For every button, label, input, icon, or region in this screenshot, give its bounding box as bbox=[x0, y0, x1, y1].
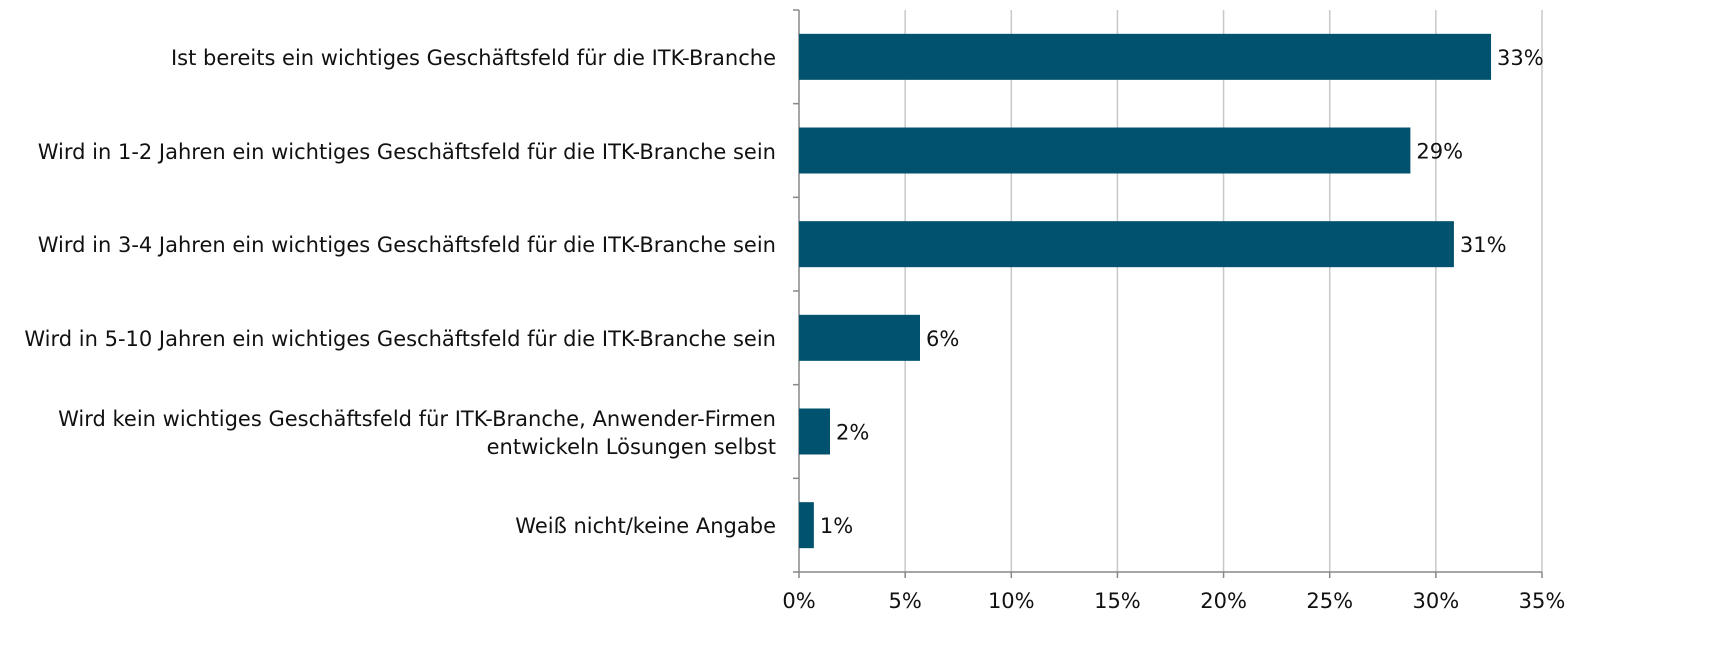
category-label: Wird in 5-10 Jahren ein wichtiges Geschä… bbox=[24, 326, 776, 351]
bar bbox=[799, 221, 1454, 268]
x-tick-label: 20% bbox=[1200, 589, 1247, 613]
value-label: 31% bbox=[1460, 233, 1507, 257]
bar bbox=[799, 314, 921, 361]
x-tick-label: 30% bbox=[1413, 589, 1460, 613]
bar bbox=[799, 408, 830, 455]
category-label: Weiß nicht/keine Angabe bbox=[515, 514, 776, 539]
category-label: Wird kein wichtiges Geschäftsfeld für IT… bbox=[58, 406, 776, 459]
x-tick-label: 5% bbox=[888, 589, 921, 613]
x-tick-label: 0% bbox=[782, 589, 815, 613]
x-tick-label: 35% bbox=[1519, 589, 1566, 613]
value-label: 2% bbox=[836, 421, 869, 445]
value-label: 1% bbox=[820, 514, 853, 538]
value-label: 33% bbox=[1497, 46, 1544, 70]
bar bbox=[799, 127, 1411, 174]
x-tick-label: 15% bbox=[1094, 589, 1141, 613]
category-label: Ist bereits ein wichtiges Geschäftsfeld … bbox=[170, 45, 776, 70]
bar bbox=[799, 33, 1492, 80]
value-label: 6% bbox=[926, 327, 959, 351]
category-label: Wird in 1-2 Jahren ein wichtiges Geschäf… bbox=[37, 139, 776, 164]
value-label: 29% bbox=[1416, 140, 1463, 164]
x-tick-label: 10% bbox=[988, 589, 1035, 613]
category-label: Wird in 3-4 Jahren ein wichtiges Geschäf… bbox=[37, 233, 776, 258]
x-tick-label: 25% bbox=[1306, 589, 1353, 613]
bar bbox=[799, 502, 814, 549]
